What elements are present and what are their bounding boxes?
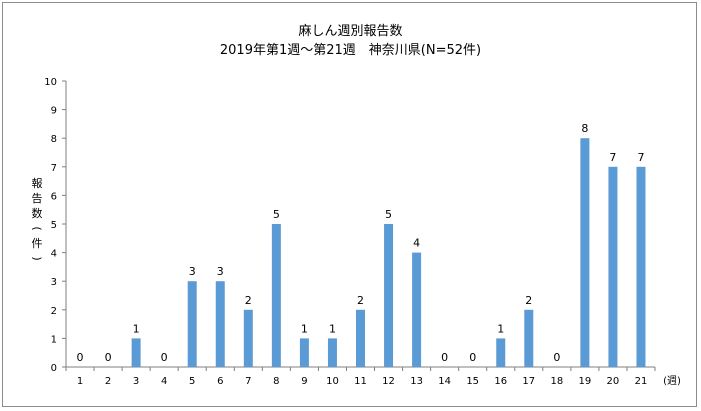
data-label: 3	[217, 265, 224, 278]
data-label: 5	[273, 208, 280, 221]
y-tick-label: 3	[51, 277, 57, 288]
x-tick-label: 8	[273, 376, 279, 387]
x-tick-label: 11	[354, 376, 367, 387]
bar	[243, 309, 253, 367]
y-tick-label: 7	[51, 163, 57, 174]
x-tick-label: 12	[382, 376, 395, 387]
x-axis-label: (週)	[663, 375, 681, 387]
y-tick-label: 9	[51, 106, 57, 117]
x-tick-label: 21	[635, 376, 648, 387]
y-tick-label: 0	[51, 363, 57, 374]
y-tick-label: 4	[51, 249, 57, 260]
bar	[608, 166, 618, 367]
data-label: 0	[469, 351, 476, 364]
x-tick-label: 14	[438, 376, 451, 387]
x-tick-label: 7	[245, 376, 251, 387]
bar	[412, 252, 422, 367]
x-tick-label: 1	[77, 376, 83, 387]
data-label: 1	[133, 322, 140, 335]
data-label: 0	[105, 351, 112, 364]
x-tick-label: 13	[410, 376, 423, 387]
bar	[299, 338, 309, 367]
bar	[636, 166, 646, 367]
data-label: 7	[637, 151, 644, 164]
data-label: 2	[525, 294, 532, 307]
data-label: 1	[329, 322, 336, 335]
bar	[496, 338, 506, 367]
data-label: 1	[301, 322, 308, 335]
data-label: 8	[581, 122, 588, 135]
y-tick-label: 5	[51, 220, 57, 231]
y-tick-label: 8	[51, 134, 57, 145]
chart-title: 麻しん週別報告数	[298, 24, 403, 39]
bar	[187, 281, 197, 367]
x-tick-label: 2	[105, 376, 111, 387]
chart-subtitle: 2019年第1週～第21週 神奈川県(N=52件)	[219, 43, 482, 58]
x-tick-label: 15	[466, 376, 479, 387]
x-tick-label: 6	[217, 376, 223, 387]
y-axis-label-char: 数	[31, 207, 43, 220]
y-axis-label: 報告数(件)	[30, 176, 44, 266]
bar	[131, 338, 141, 367]
y-axis-label-char: 件	[31, 237, 43, 250]
y-axis-label-char: 報	[31, 177, 43, 190]
x-tick-label: 17	[522, 376, 535, 387]
data-label: 2	[245, 294, 252, 307]
data-label: 2	[357, 294, 364, 307]
data-label: 0	[553, 351, 560, 364]
x-tick-label: 5	[189, 376, 195, 387]
bar	[271, 224, 281, 367]
x-tick-label: 16	[494, 376, 507, 387]
bar	[524, 309, 534, 367]
x-tick-label: 10	[326, 376, 339, 387]
data-label: 5	[385, 208, 392, 221]
data-label: 1	[497, 322, 504, 335]
y-tick-label: 2	[51, 306, 57, 317]
y-tick-label: 1	[51, 334, 57, 345]
x-tick-label: 4	[161, 376, 167, 387]
x-tick-label: 19	[579, 376, 592, 387]
x-tick-label: 3	[133, 376, 139, 387]
x-tick-label: 20	[607, 376, 620, 387]
data-label: 0	[441, 351, 448, 364]
bar	[580, 138, 590, 367]
bar	[356, 309, 365, 367]
data-label: 4	[413, 237, 420, 250]
bar	[215, 281, 225, 367]
y-tick-label: 10	[44, 77, 57, 88]
data-label: 7	[609, 151, 616, 164]
data-label: 0	[77, 351, 84, 364]
x-tick-label: 18	[550, 376, 563, 387]
y-axis-label-char: 告	[31, 192, 43, 205]
bar	[327, 338, 337, 367]
data-label: 3	[189, 265, 196, 278]
bar	[384, 224, 394, 367]
data-label: 0	[161, 351, 168, 364]
x-tick-label: 9	[301, 376, 307, 387]
y-tick-label: 6	[51, 191, 57, 202]
